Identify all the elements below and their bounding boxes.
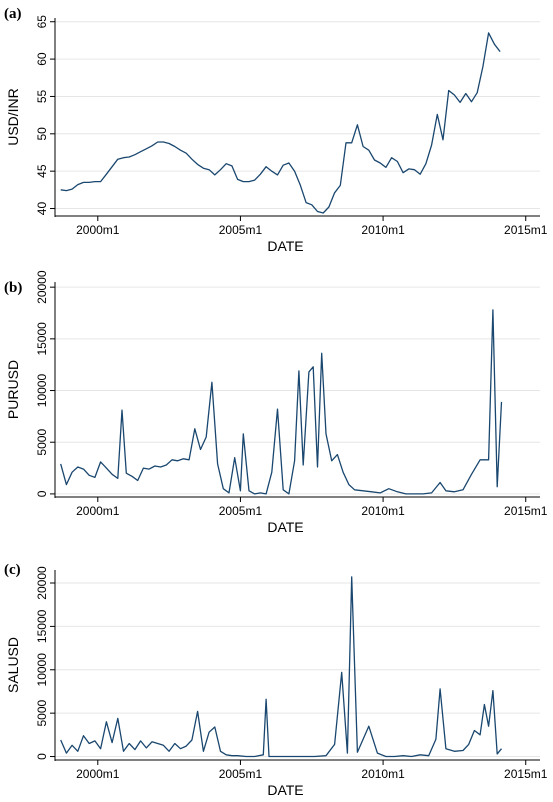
y-tick-label: 0 [35, 490, 49, 497]
y-tick-label: 15000 [35, 322, 49, 356]
x-tick-label: 2010m1 [361, 767, 405, 781]
x-axis-title: DATE [267, 519, 303, 535]
x-tick-label: 2005m1 [219, 767, 263, 781]
x-tick-label: 2010m1 [361, 504, 405, 518]
y-tick-label: 0 [35, 753, 49, 760]
x-axis-title: DATE [267, 782, 303, 798]
x-tick-label: 2010m1 [361, 223, 405, 237]
y-tick-label: 20000 [35, 566, 49, 600]
series-line-usdinr [60, 32, 501, 214]
y-tick-label: 40 [35, 202, 49, 216]
y-tick-label: 10000 [35, 374, 49, 408]
y-tick-label: 60 [35, 52, 49, 66]
panel-label: (a) [4, 6, 22, 22]
y-tick-label: 5000 [35, 429, 49, 456]
panel-label: (b) [4, 280, 22, 296]
y-tick-label: 15000 [35, 609, 49, 643]
x-tick-label: 2000m1 [76, 767, 120, 781]
y-tick-label: 45 [35, 164, 49, 178]
x-tick-label: 2000m1 [76, 504, 120, 518]
y-tick-label: 5000 [35, 699, 49, 726]
x-axis-title: DATE [267, 238, 303, 254]
x-tick-label: 2005m1 [219, 504, 263, 518]
chart-panel-1: 40 45 50 55 60 65 2000m1 2005m1 2010m1 2015m1 DATE… [4, 6, 548, 254]
series-line-purusd [60, 309, 503, 495]
panel-label: (c) [4, 562, 21, 578]
x-tick-label: 2015m1 [504, 223, 548, 237]
x-tick-label: 2005m1 [219, 223, 263, 237]
y-tick-label: 50 [35, 127, 49, 141]
y-axis-title: USD/INR [5, 88, 21, 146]
chart-panel-2: 0 5000 10000 15000 20000 2000m1 2005m1 2010m1 20… [4, 270, 548, 535]
x-tick-label: 2000m1 [76, 223, 120, 237]
x-tick-label: 2015m1 [504, 504, 548, 518]
y-tick-label: 65 [35, 15, 49, 29]
chart-panel-3: 0 5000 10000 15000 20000 2000m1 2005m1 2010m1 20… [4, 562, 548, 798]
series-line-salusd [60, 576, 503, 758]
y-axis-title: PURUSD [5, 360, 21, 419]
y-tick-label: 10000 [35, 653, 49, 687]
y-tick-label: 55 [35, 89, 49, 103]
x-tick-label: 2015m1 [504, 767, 548, 781]
y-axis-title: SALUSD [5, 637, 21, 693]
y-tick-label: 20000 [35, 270, 49, 304]
